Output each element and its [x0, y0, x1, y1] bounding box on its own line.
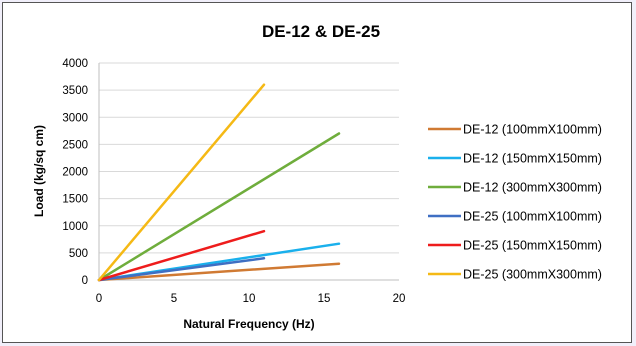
chart-frame: DE-12 & DE-25 0 500 1000 1500 2000 2500 3000 35…: [2, 2, 632, 343]
x-axis-label: Natural Frequency (Hz): [183, 317, 314, 331]
series-line: [97, 257, 266, 282]
y-tick-label: 4000: [62, 58, 88, 70]
y-tick-label: 0: [82, 275, 88, 287]
y-tick-label: 2000: [62, 167, 88, 179]
y-axis-label: Load (kg/sq cm): [32, 125, 46, 217]
y-tick-label: 1000: [62, 221, 88, 233]
x-tick-label: 0: [96, 293, 102, 305]
chart-title: DE-12 & DE-25: [262, 22, 380, 41]
gridlines: [99, 62, 399, 254]
x-tick-label: 20: [393, 293, 406, 305]
x-tick-label: 10: [243, 293, 256, 305]
series-line: [97, 132, 341, 282]
legend: DE-12 (100mmX100mm) DE-12 (150mmX150mm) DE…: [428, 123, 602, 282]
legend-label: DE-25 (300mmX300mm): [463, 268, 602, 282]
y-tick-label: 3500: [62, 85, 88, 97]
y-tick-label: 3000: [62, 112, 88, 124]
x-tick-label: 5: [171, 293, 177, 305]
x-tick-label: 15: [318, 293, 331, 305]
series-line: [97, 262, 341, 282]
legend-label: DE-12 (300mmX300mm): [463, 181, 602, 195]
y-tick-labels: 0 500 1000 1500 2000 2500 3000 3500 4000: [62, 58, 88, 287]
legend-label: DE-25 (150mmX150mm): [463, 239, 602, 253]
y-tick-label: 2500: [62, 139, 88, 151]
axes: [98, 63, 399, 281]
legend-label: DE-25 (100mmX100mm): [463, 210, 602, 224]
series-lines: [97, 83, 341, 282]
x-tick-labels: 0 5 10 15 20: [96, 293, 406, 305]
chart-svg: DE-12 & DE-25 0 500 1000 1500 2000 2500 3000 35…: [32, 22, 602, 331]
y-tick-label: 1500: [62, 194, 88, 206]
y-tick-label: 500: [69, 248, 88, 260]
series-line: [97, 83, 266, 282]
legend-label: DE-12 (100mmX100mm): [463, 123, 602, 137]
series-line: [97, 229, 266, 282]
legend-label: DE-12 (150mmX150mm): [463, 152, 602, 166]
